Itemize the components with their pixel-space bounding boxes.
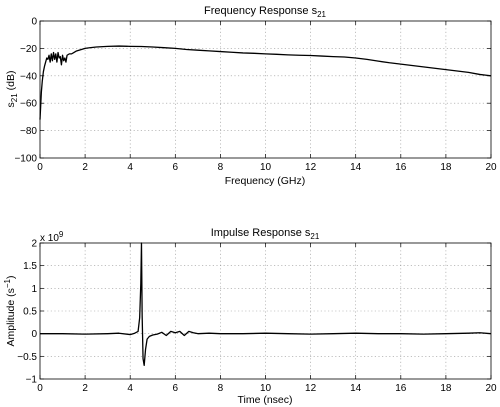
- impulse-response-xtick-label: 0: [37, 383, 43, 394]
- impulse-response-xtick-label: 12: [305, 383, 317, 394]
- impulse-response-scale-factor: x 109: [40, 230, 64, 244]
- impulse-response-ytick-label: −1: [26, 375, 38, 386]
- impulse-response-ytick-label: 2: [31, 239, 37, 250]
- frequency-response-xtick-label: 10: [260, 162, 272, 173]
- impulse-response-xtick-label: 4: [127, 383, 133, 394]
- frequency-response-ticks: 0 2 4 6 8 10 12 14 16 18 20 0 −20 −40 −60 −80 −100: [14, 17, 497, 174]
- impulse-response-ytick-label: 0: [31, 329, 37, 340]
- frequency-response-ytick-label: −20: [20, 44, 37, 55]
- frequency-response-ytick-label: −40: [20, 71, 37, 82]
- frequency-response-panel: Frequency Response s21 0 2 4 6 8 10 12 14 16 18 20…: [5, 5, 497, 187]
- frequency-response-xtick-label: 12: [305, 162, 317, 173]
- frequency-response-xtick-label: 18: [440, 162, 452, 173]
- impulse-response-xtick-label: 10: [260, 383, 272, 394]
- frequency-response-title: Frequency Response s21: [204, 5, 327, 19]
- impulse-response-xtick-label: 8: [218, 383, 224, 394]
- impulse-response-xtick-label: 20: [485, 383, 497, 394]
- frequency-response-ytick-label: −80: [20, 126, 37, 137]
- impulse-response-panel: Impulse Response s21 x 109 0 2 4 6 8 10 12 14 16…: [3, 227, 497, 406]
- impulse-response-ytick-label: −0.5: [17, 352, 37, 363]
- frequency-response-ytick-label: 0: [31, 17, 37, 28]
- impulse-response-ticks: 0 2 4 6 8 10 12 14 16 18 20 2 1.5 1 0.5 0 −0.5 −1: [17, 239, 497, 395]
- frequency-response-grid: [40, 21, 491, 158]
- impulse-response-xtick-label: 2: [82, 383, 88, 394]
- impulse-response-xtick-label: 16: [395, 383, 407, 394]
- impulse-response-ytick-label: 0.5: [23, 307, 37, 318]
- frequency-response-ytick-label: −60: [20, 99, 37, 110]
- impulse-response-ytick-label: 1: [31, 284, 37, 295]
- frequency-response-xtick-label: 2: [82, 162, 88, 173]
- impulse-response-xtick-label: 18: [440, 383, 452, 394]
- frequency-response-series-line: [39, 45, 492, 120]
- impulse-response-ylabel: Amplitude (s−1): [3, 276, 17, 347]
- frequency-response-xtick-label: 20: [485, 162, 497, 173]
- impulse-response-title: Impulse Response s21: [211, 227, 320, 241]
- frequency-response-xtick-label: 0: [37, 162, 43, 173]
- impulse-response-series-line: [40, 242, 492, 367]
- frequency-response-xtick-label: 16: [395, 162, 407, 173]
- frequency-response-ylabel: s21 (dB): [5, 71, 19, 108]
- frequency-response-xtick-label: 14: [350, 162, 362, 173]
- impulse-response-xlabel: Time (nsec): [237, 394, 292, 406]
- impulse-response-ytick-label: 1.5: [23, 261, 37, 272]
- frequency-response-xtick-label: 8: [218, 162, 224, 173]
- frequency-response-xtick-label: 6: [173, 162, 179, 173]
- frequency-response-xlabel: Frequency (GHz): [225, 175, 306, 187]
- impulse-response-xtick-label: 14: [350, 383, 362, 394]
- impulse-response-xtick-label: 6: [173, 383, 179, 394]
- frequency-response-xtick-label: 4: [127, 162, 133, 173]
- frequency-response-ytick-label: −100: [14, 154, 37, 165]
- impulse-response-grid: [40, 243, 491, 379]
